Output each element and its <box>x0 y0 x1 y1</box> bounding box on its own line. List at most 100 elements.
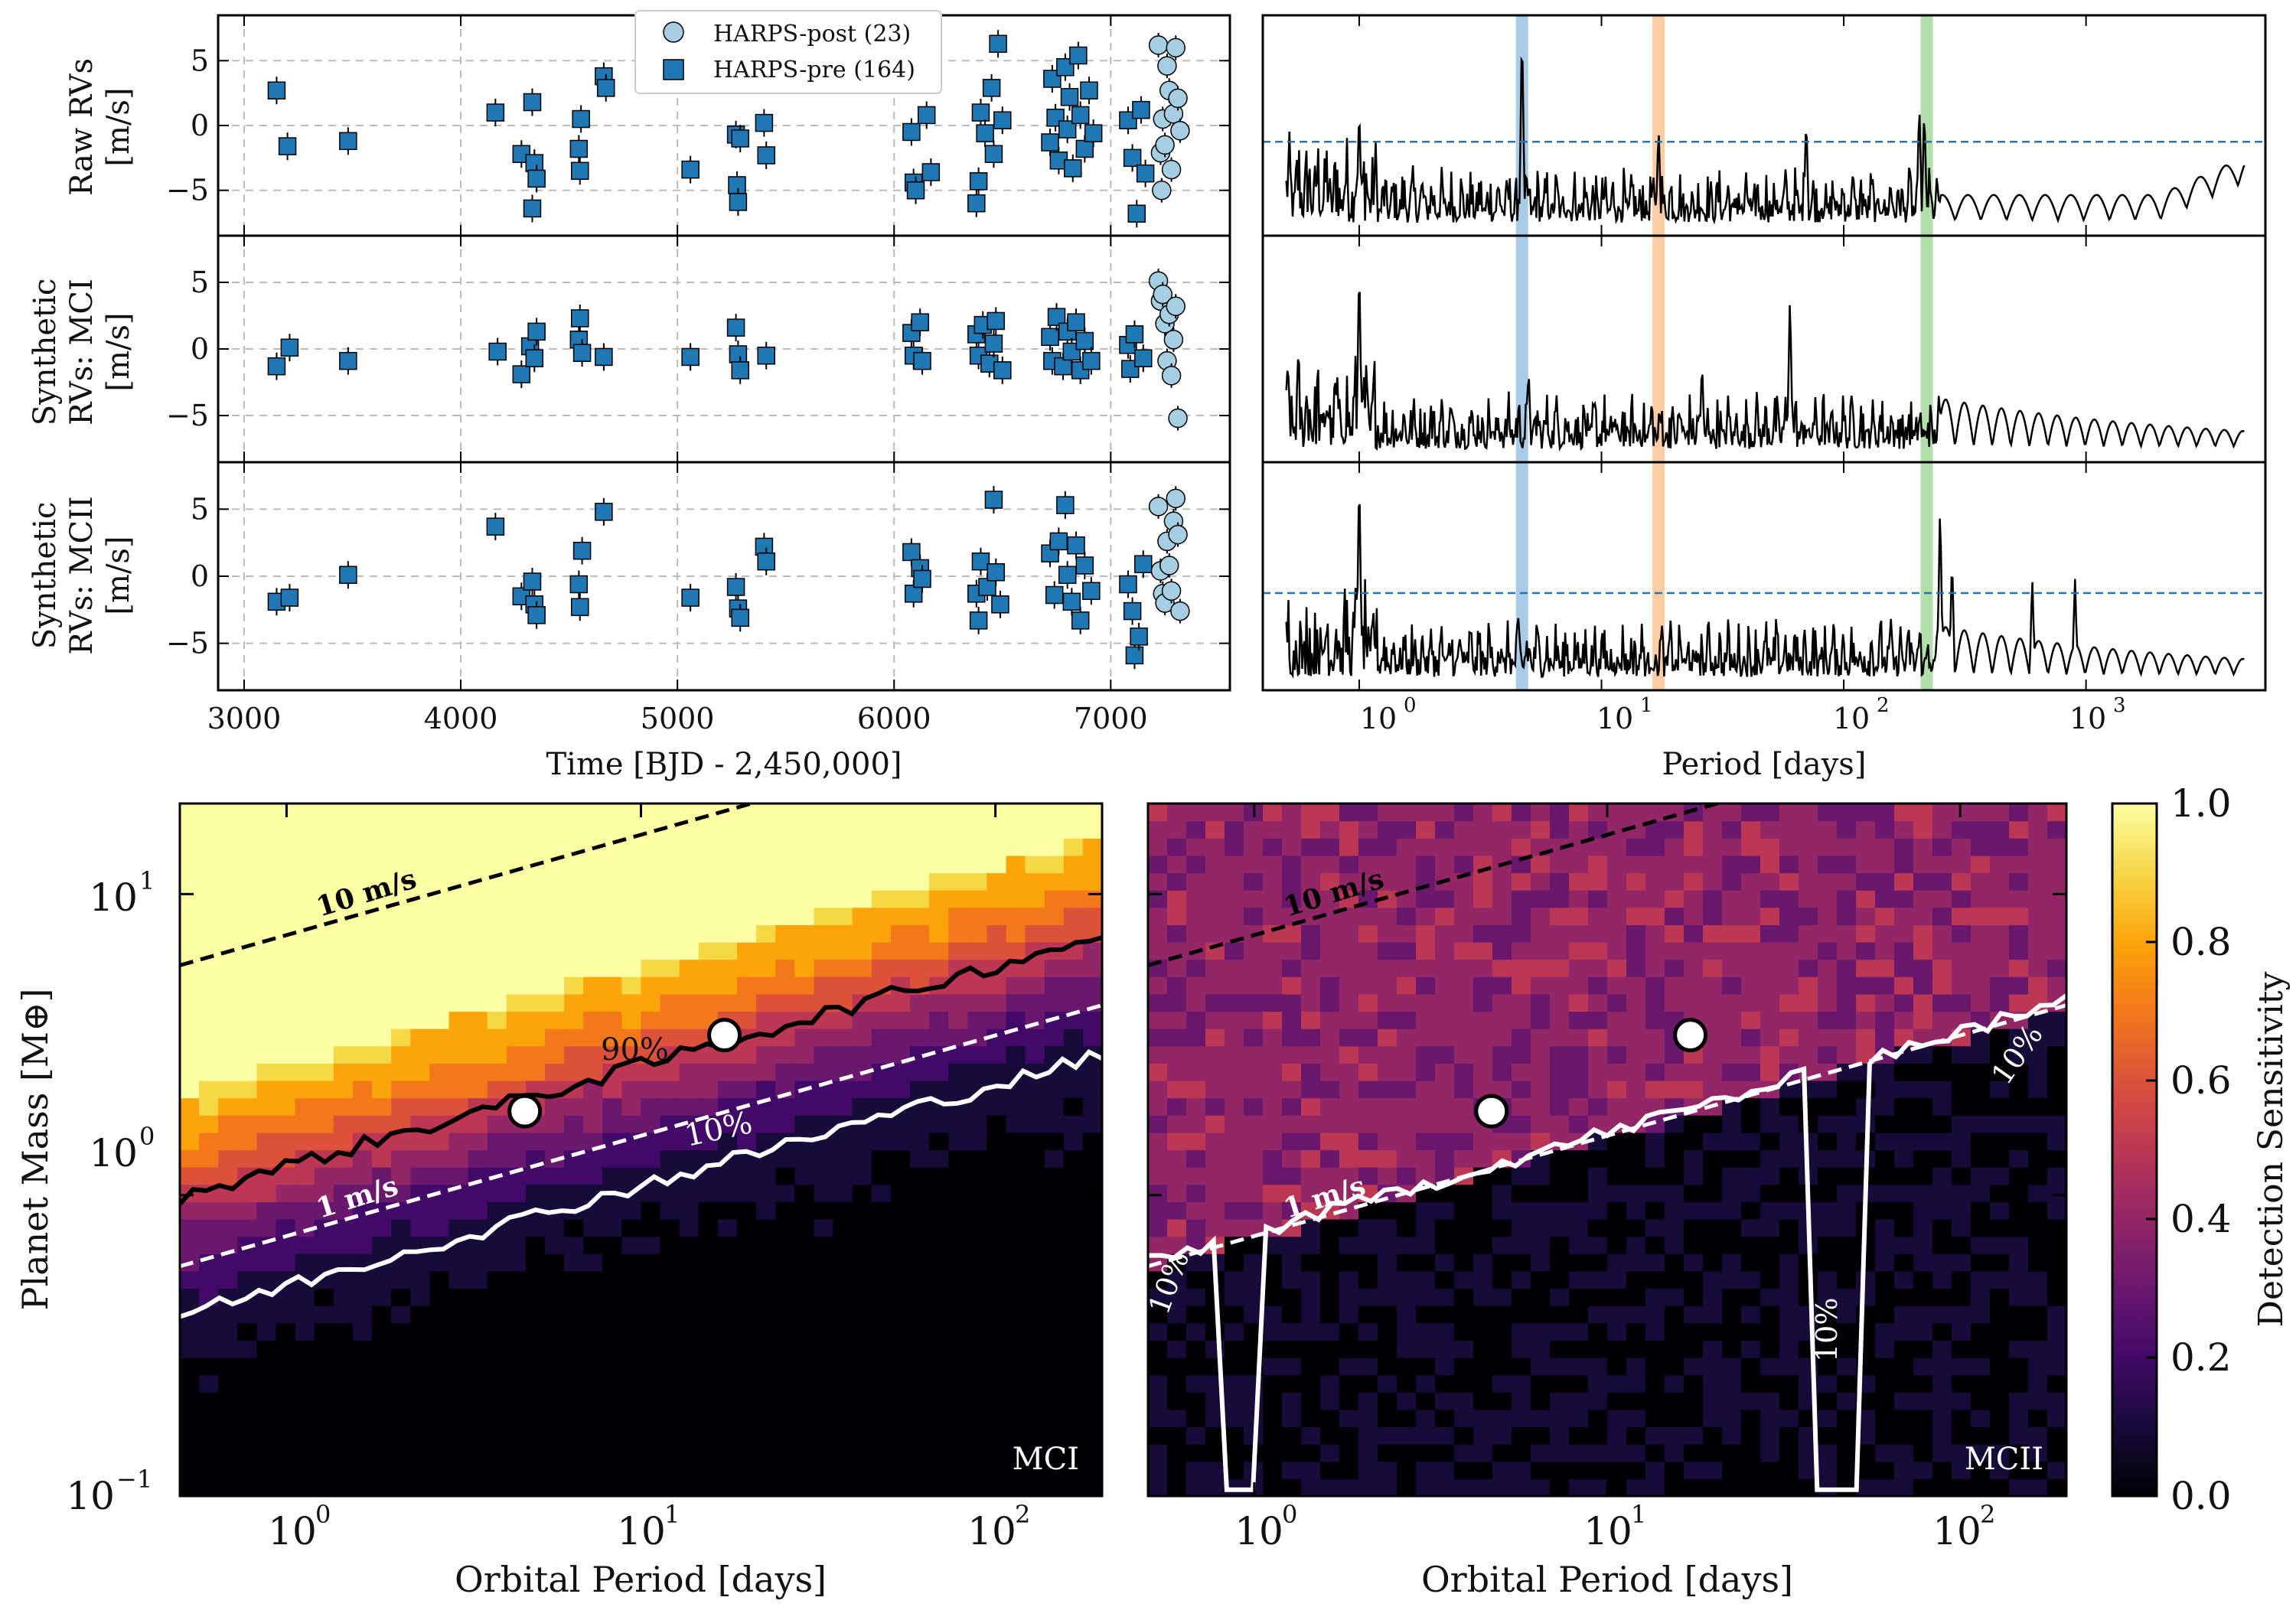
heatmap-cell <box>1435 1149 1455 1168</box>
heatmap-cell <box>1588 1340 1608 1358</box>
heatmap-cell <box>1263 907 1283 925</box>
heatmap-cell <box>929 838 949 856</box>
heatmap-cell <box>1722 1081 1742 1099</box>
heatmap-cell <box>833 1358 853 1376</box>
heatmap-cell <box>756 804 776 822</box>
heatmap-cell <box>794 855 814 874</box>
heatmap-cell <box>1044 1184 1065 1202</box>
heatmap-cell <box>948 1270 968 1289</box>
heatmap-cell <box>852 1253 872 1272</box>
heatmap-cell <box>276 890 296 908</box>
heatmap-cell <box>1818 1201 1838 1220</box>
heatmap-cell <box>1225 1097 1244 1116</box>
heatmap-cell <box>794 1444 814 1462</box>
heatmap-cell <box>602 1167 622 1185</box>
heatmap-cell <box>1722 1149 1742 1168</box>
heatmap-cell <box>833 1219 853 1237</box>
heatmap-cell <box>199 1305 219 1324</box>
heatmap-cell <box>448 1011 469 1029</box>
heatmap-cell <box>1263 1426 1283 1445</box>
heatmap-cell <box>794 1322 814 1341</box>
periodogram-xtick-1-exp: 0 <box>1404 694 1417 717</box>
heatmap-cell <box>295 976 315 995</box>
heatmap-cell <box>948 855 968 874</box>
heatmap-cell <box>1837 976 1857 995</box>
heatmap-cell <box>1167 1149 1187 1168</box>
heatmap-cell <box>1703 1340 1723 1358</box>
heatmap-cell <box>1837 1461 1857 1479</box>
heatmap-cell <box>1703 1045 1723 1064</box>
heatmap-cell <box>1205 820 1225 839</box>
rv-point-pre <box>525 349 544 367</box>
rv-amplitude-line <box>180 804 759 967</box>
mcii-xtick-2-exp: 2 <box>1980 1500 1995 1529</box>
heatmap-cell <box>448 1219 469 1237</box>
heatmap-cell <box>1588 1409 1608 1428</box>
heatmap-cell <box>1550 1045 1570 1064</box>
heatmap-cell <box>871 1167 892 1185</box>
heatmap-cell <box>276 1081 296 1099</box>
heatmap-cell <box>506 1270 527 1289</box>
heatmap-cell <box>929 924 949 943</box>
heatmap-cell <box>372 924 392 943</box>
heatmap-cell <box>1082 1236 1102 1254</box>
heatmap-cell <box>1454 1340 1474 1358</box>
heatmap-cell <box>871 855 892 874</box>
heatmap-cell <box>506 1461 527 1479</box>
heatmap-cell <box>948 1063 968 1081</box>
heatmap-cell <box>871 1115 892 1133</box>
heatmap-cell <box>1779 1392 1799 1410</box>
heatmap-cell <box>1435 1288 1455 1306</box>
heatmap-cell <box>1741 890 1761 908</box>
heatmap-cell <box>564 1097 584 1116</box>
heatmap-cell <box>352 872 373 891</box>
heatmap-cell <box>621 1305 642 1324</box>
heatmap-cell <box>621 1253 642 1272</box>
colorbar-ticks <box>2146 802 2157 1498</box>
heatmap-cell <box>2047 1081 2066 1099</box>
heatmap-cell <box>2047 1478 2066 1496</box>
rv-point-post <box>1170 121 1190 141</box>
heatmap-cell <box>2047 1392 2066 1410</box>
heatmap-cell <box>487 1392 507 1410</box>
heatmap-cell <box>1569 1426 1589 1445</box>
heatmap-cell <box>1626 993 1646 1012</box>
heatmap-cell <box>1186 1253 1206 1272</box>
heatmap-cell <box>525 1426 546 1445</box>
heatmap-cell <box>2028 1097 2048 1116</box>
heatmap-cell <box>1760 1028 1780 1047</box>
heatmap-cell <box>1990 1322 2010 1341</box>
heatmap-cell <box>1645 1358 1665 1376</box>
heatmap-cell <box>314 1115 334 1133</box>
heatmap-cell <box>2028 1444 2048 1462</box>
heatmap-cell <box>1971 1149 1991 1168</box>
heatmap-cell <box>1435 890 1455 908</box>
heatmap-cell <box>468 1081 488 1099</box>
heatmap-cell <box>564 1461 584 1479</box>
heatmap-cell <box>1263 1270 1283 1289</box>
heatmap-cell <box>1006 1132 1026 1151</box>
heatmap-cell <box>814 1063 834 1081</box>
periodogram-line <box>1285 56 2245 225</box>
heatmap-cell <box>987 1011 1007 1029</box>
heatmap-cell <box>1952 1219 1971 1237</box>
heatmap-cell <box>871 1028 892 1047</box>
heatmap-cell <box>256 1340 277 1358</box>
heatmap-cell <box>468 838 488 856</box>
heatmap-cell <box>448 838 469 856</box>
heatmap-cell <box>794 1409 814 1428</box>
rv-point-post <box>1161 366 1182 386</box>
heatmap-cell <box>1645 1081 1665 1099</box>
heatmap-cell <box>1703 1236 1723 1254</box>
heatmap-cell <box>1225 976 1244 995</box>
heatmap-cell <box>794 1028 814 1047</box>
rv-point-pre <box>984 491 1003 509</box>
heatmap-cell <box>1875 1167 1895 1185</box>
heatmap-cell <box>1760 1184 1780 1202</box>
heatmap-cell <box>1665 872 1684 891</box>
heatmap-cell <box>1435 1132 1455 1151</box>
heatmap-cell <box>1320 1236 1340 1254</box>
mcii-overlays <box>1148 804 2066 1492</box>
heatmap-cell <box>1932 1444 1952 1462</box>
heatmap-cell <box>987 1409 1007 1428</box>
